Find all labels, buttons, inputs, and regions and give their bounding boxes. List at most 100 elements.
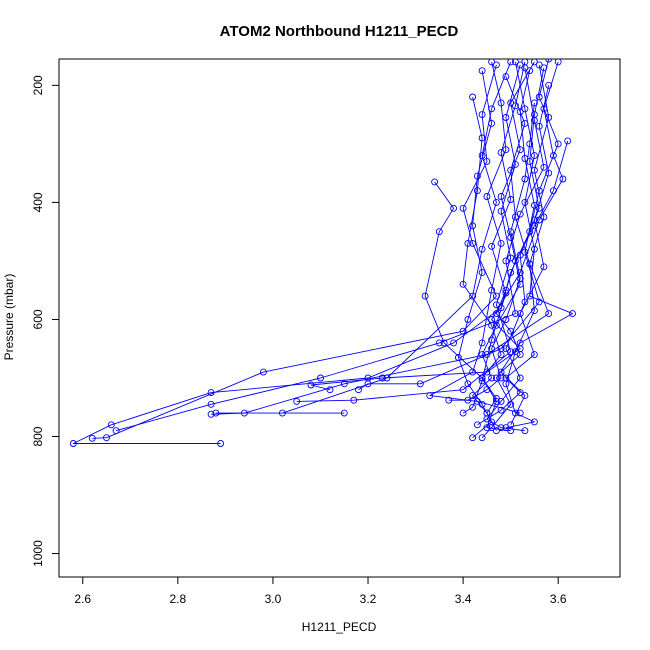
data-point — [483, 351, 491, 359]
data-point — [259, 368, 267, 376]
y-axis-label: Pressure (mbar) — [2, 274, 16, 361]
data-point — [478, 400, 486, 408]
data-point — [464, 239, 472, 247]
data-point — [478, 111, 486, 119]
data-point — [483, 193, 491, 200]
data-point — [530, 245, 538, 253]
data-point — [469, 222, 477, 230]
series-6 — [207, 73, 553, 418]
data-point — [516, 409, 524, 417]
data-point — [464, 316, 472, 323]
data-point — [511, 310, 519, 318]
data-point — [516, 339, 524, 347]
data-point — [530, 201, 538, 209]
data-point — [516, 275, 524, 282]
x-tick-label: 2.8 — [170, 592, 187, 606]
data-point — [511, 257, 519, 265]
data-point — [88, 434, 96, 442]
data-point — [307, 381, 315, 389]
data-point — [507, 427, 515, 435]
data-point — [483, 409, 491, 417]
data-point — [112, 427, 120, 435]
series-line — [358, 70, 540, 391]
data-point — [488, 242, 496, 250]
series-line — [462, 96, 511, 432]
data-point — [483, 424, 491, 432]
data-point — [364, 380, 372, 388]
data-point — [554, 140, 562, 148]
data-point — [445, 396, 453, 404]
series-line — [211, 76, 550, 415]
series-line — [477, 85, 550, 426]
series-19 — [459, 93, 515, 435]
data-point — [488, 345, 496, 353]
data-point — [497, 193, 505, 200]
data-point — [469, 292, 477, 300]
data-point — [502, 286, 510, 294]
series-5 — [212, 59, 515, 417]
data-point — [511, 59, 519, 66]
data-point — [502, 73, 510, 81]
data-point — [355, 386, 362, 394]
data-point — [107, 421, 115, 429]
data-point — [240, 409, 248, 417]
data-point — [478, 269, 486, 277]
data-point — [526, 67, 534, 75]
data-point — [478, 339, 486, 347]
data-point — [545, 169, 553, 177]
data-point — [492, 397, 500, 405]
data-point — [492, 198, 500, 206]
series-layer — [69, 59, 576, 447]
data-point — [488, 336, 496, 344]
data-point — [535, 122, 543, 130]
data-point — [454, 354, 462, 361]
data-point — [459, 280, 467, 288]
data-point — [492, 301, 500, 309]
data-point — [521, 198, 529, 206]
data-point — [511, 160, 519, 168]
series-7 — [307, 59, 567, 394]
chart-title: ATOM2 Northbound H1211_PECD — [220, 23, 459, 40]
data-point — [545, 310, 553, 318]
data-point — [535, 298, 543, 306]
y-tick-label: 400 — [31, 192, 45, 212]
series-10 — [426, 59, 524, 417]
x-tick-label: 3.0 — [265, 592, 282, 606]
data-point — [564, 137, 572, 145]
data-point — [497, 351, 505, 359]
data-point — [549, 187, 557, 195]
data-point — [535, 93, 543, 101]
data-point — [488, 286, 496, 294]
data-point — [350, 396, 358, 404]
data-point — [488, 59, 496, 66]
series-16 — [492, 137, 572, 429]
series-line — [481, 61, 573, 439]
data-point — [497, 207, 505, 215]
data-point — [478, 67, 486, 75]
x-axis-label: H1211_PECD — [302, 620, 377, 634]
data-point — [554, 59, 562, 66]
y-tick-label: 200 — [31, 75, 45, 95]
data-point — [217, 440, 225, 447]
data-point — [488, 321, 496, 329]
data-point — [459, 204, 467, 212]
series-line — [505, 64, 550, 429]
series-13 — [454, 67, 496, 442]
data-point — [545, 114, 553, 121]
x-axis: 2.6 2.8 3.0 3.2 3.4 3.6 — [74, 577, 567, 606]
data-point — [478, 245, 486, 253]
data-point — [207, 410, 215, 418]
data-point — [530, 59, 538, 66]
data-point — [488, 374, 496, 382]
series-line — [472, 61, 535, 431]
plot-frame — [58, 58, 621, 578]
y-tick-label: 800 — [31, 426, 45, 446]
data-point — [416, 380, 424, 388]
series-line — [92, 64, 497, 439]
data-point — [478, 374, 486, 382]
data-point — [516, 310, 524, 318]
data-point — [492, 321, 500, 329]
data-point — [516, 374, 524, 382]
data-point — [492, 310, 500, 318]
series-line — [462, 61, 526, 414]
